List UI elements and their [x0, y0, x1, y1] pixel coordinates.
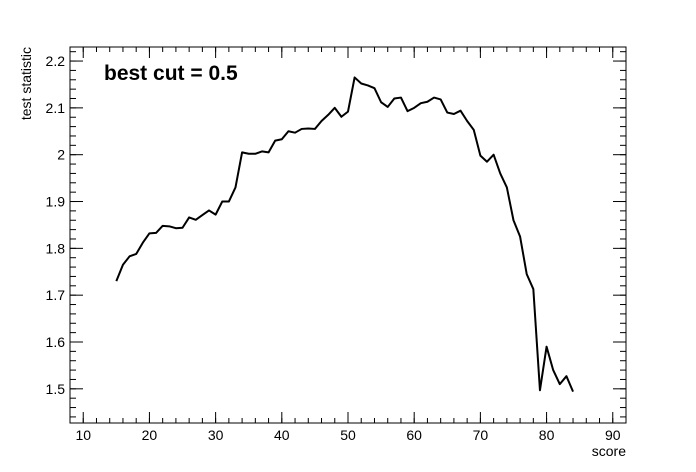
y-tick-label: 1.9: [46, 194, 66, 210]
y-tick-label: 1.5: [46, 381, 66, 397]
x-ticks: [69, 47, 627, 423]
series-line: [115, 76, 574, 393]
y-ticks: [70, 51, 626, 418]
x-tick-labels: 10 20 30 40 50 60 70 80 90: [75, 427, 620, 443]
y-tick-labels: 1.5 1.6 1.7 1.8 1.9 2 2.1 2.2: [46, 53, 66, 397]
x-tick-label: 80: [539, 427, 555, 443]
y-tick-label: 2.1: [46, 100, 66, 116]
x-tick-label: 20: [142, 427, 158, 443]
y-axis-label: test statistic: [18, 47, 34, 120]
x-axis-label: score: [592, 443, 626, 459]
y-tick-label: 2: [57, 147, 65, 163]
x-tick-label: 30: [208, 427, 224, 443]
x-tick-label: 40: [274, 427, 290, 443]
x-tick-label: 60: [406, 427, 422, 443]
y-tick-label: 1.8: [46, 240, 66, 256]
x-tick-label: 50: [340, 427, 356, 443]
x-tick-label: 70: [473, 427, 489, 443]
y-tick-label: 1.7: [46, 287, 66, 303]
x-tick-label: 90: [605, 427, 621, 443]
y-tick-label: 1.6: [46, 334, 66, 350]
best-cut-annotation: best cut = 0.5: [104, 62, 238, 85]
y-tick-label: 2.2: [46, 53, 66, 69]
x-tick-label: 10: [75, 427, 91, 443]
